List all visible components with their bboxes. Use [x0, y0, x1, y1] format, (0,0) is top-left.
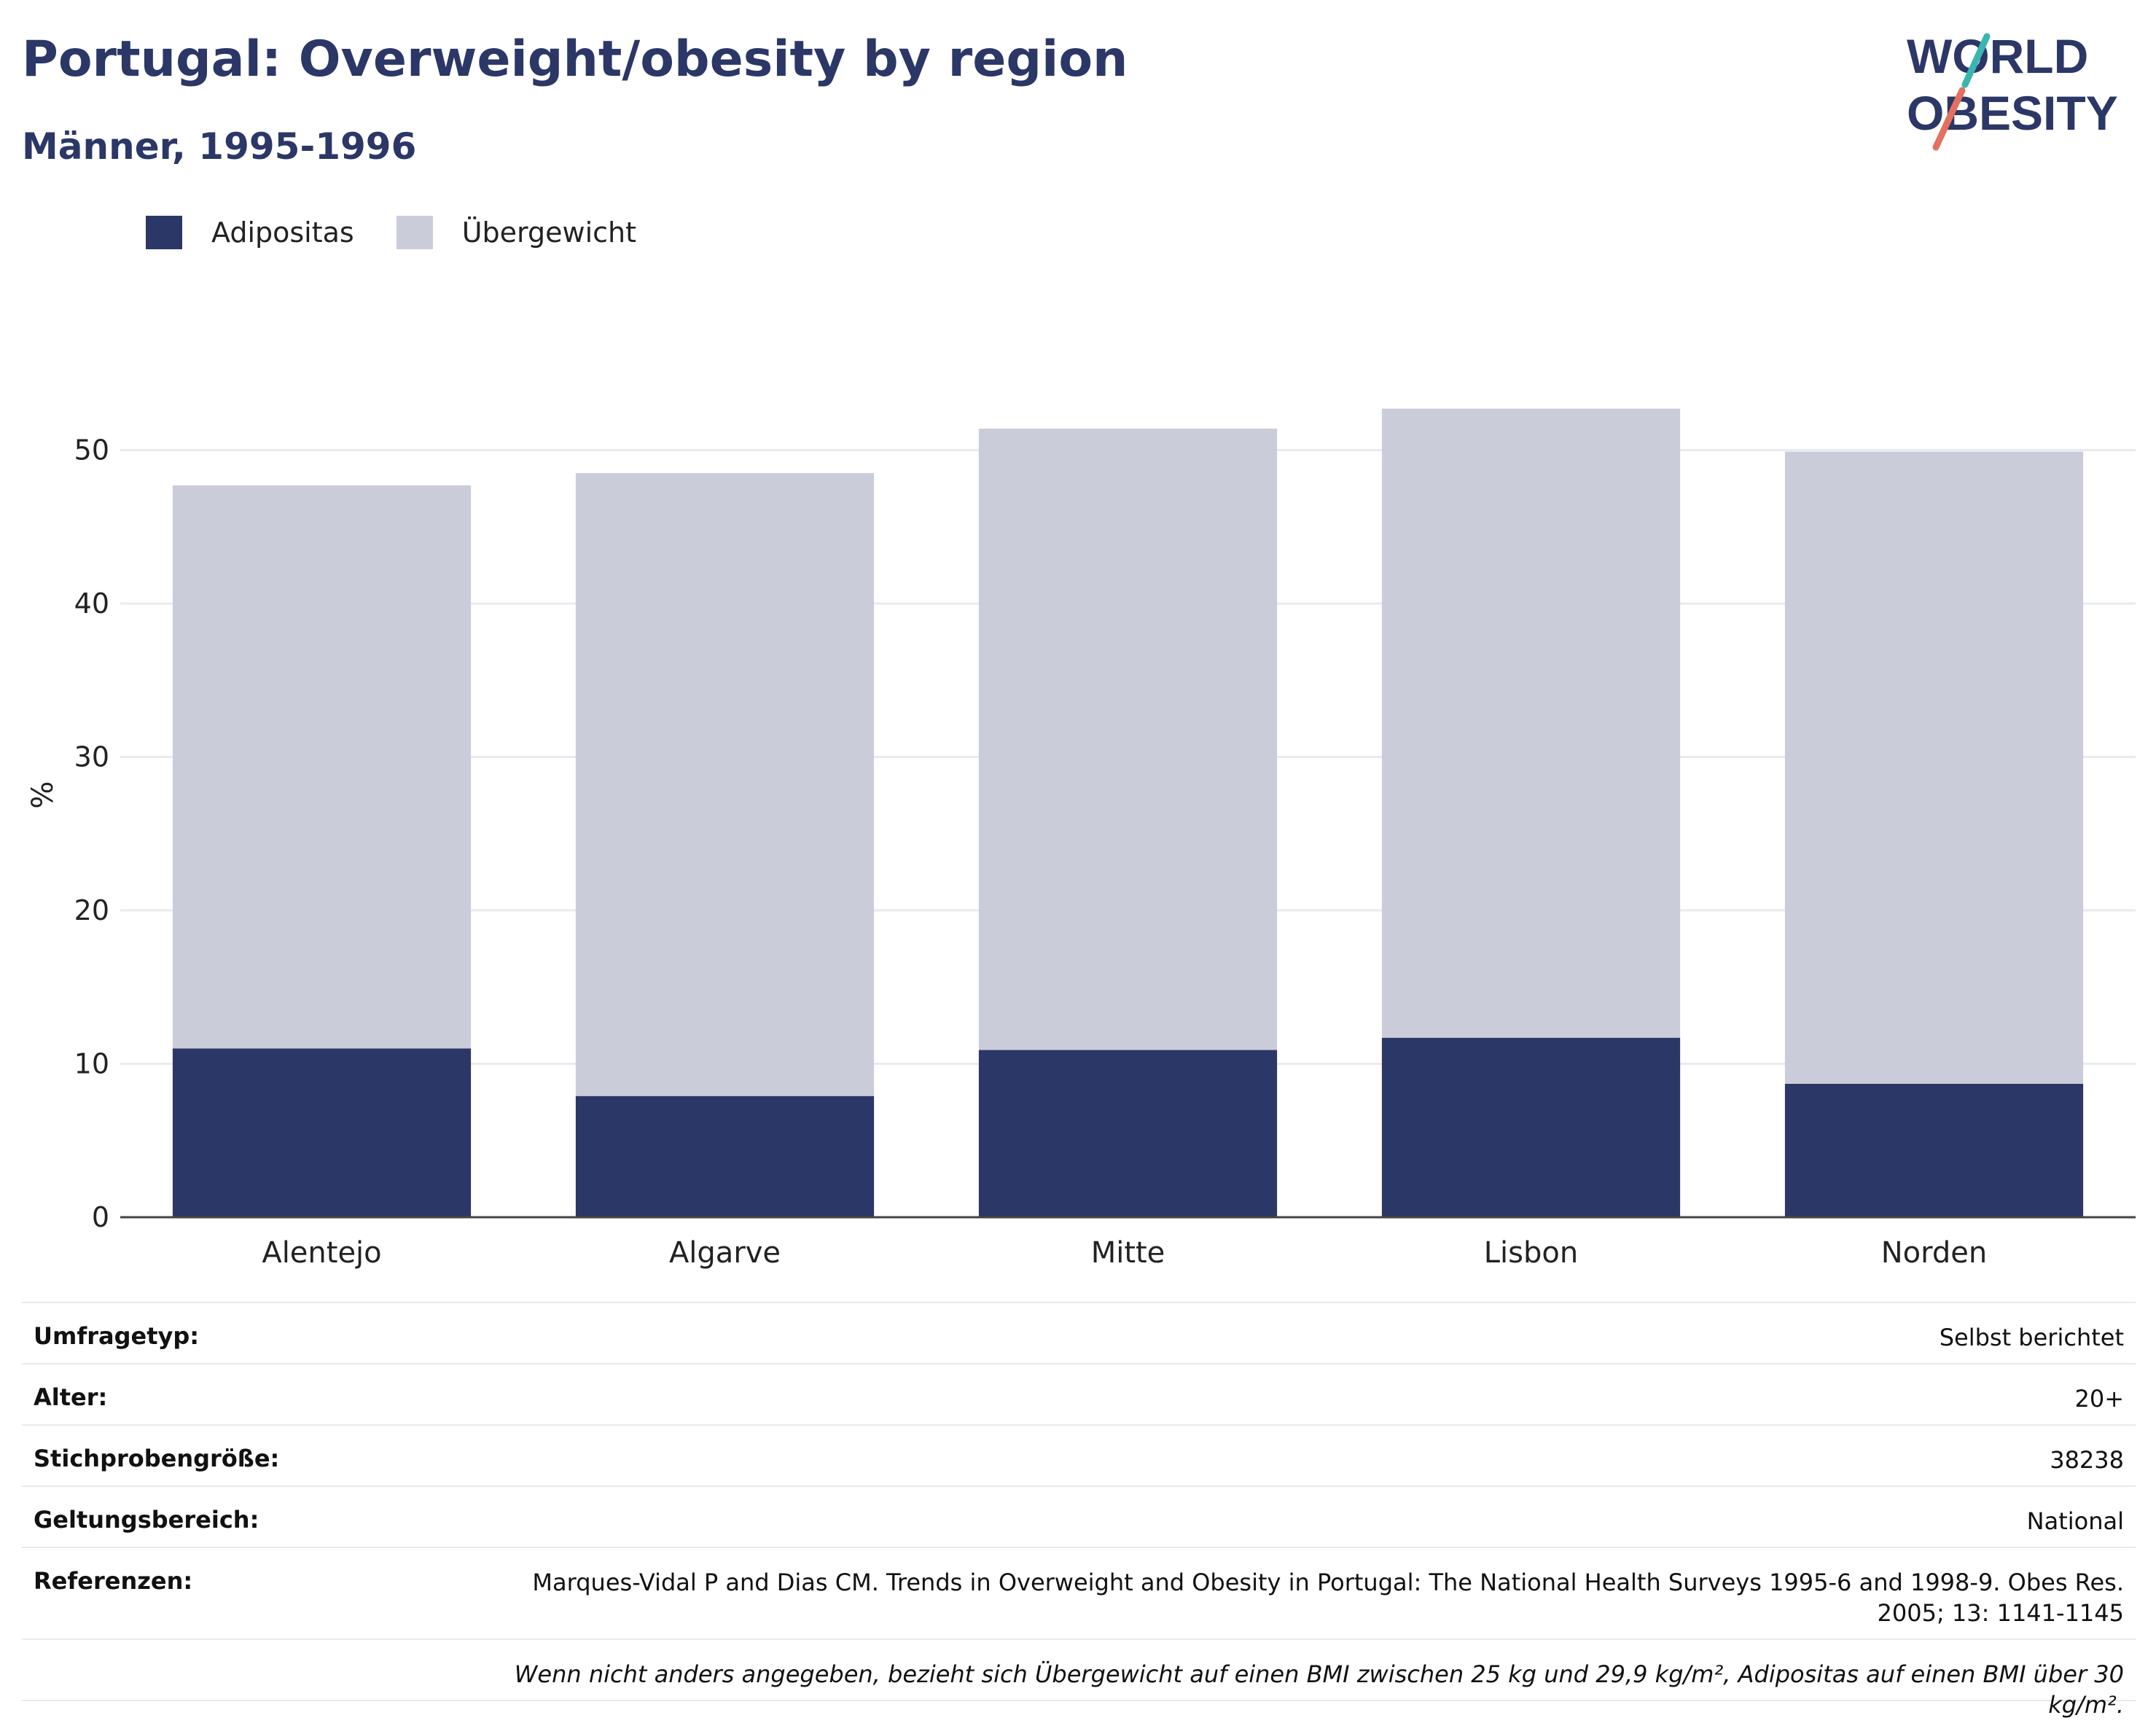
- x-tick-label-lisbon: Lisbon: [1484, 1236, 1578, 1270]
- legend-item-adipositas[interactable]: Adipositas: [146, 216, 354, 249]
- x-tick-label-norden: Norden: [1881, 1236, 1988, 1270]
- bar-norden-adipositas: [1784, 1083, 2084, 1217]
- meta-row-sample-size: Stichprobengröße: 38238: [22, 1424, 2136, 1485]
- y-tick-label-0: 0: [92, 1201, 109, 1233]
- y-tick-label-50: 50: [74, 434, 109, 466]
- legend: Adipositas Übergewicht: [146, 216, 679, 249]
- bar-lisbon-adipositas: [1381, 1037, 1681, 1217]
- legend-swatch-uebergewicht: [396, 216, 433, 249]
- bar-algarve-bergewicht: [575, 473, 875, 1096]
- logo-slash-teal: [1961, 33, 1991, 88]
- meta-key-survey-type: Umfragetyp:: [34, 1322, 200, 1350]
- bar-lisbon-bergewicht: [1381, 408, 1681, 1038]
- meta-key-references: Referenzen:: [34, 1567, 193, 1595]
- x-tick-label-mitte: Mitte: [1091, 1236, 1165, 1270]
- y-tick-label-40: 40: [74, 587, 109, 620]
- x-tick-label-alentejo: Alentejo: [262, 1236, 381, 1270]
- meta-value-scope: National: [2026, 1507, 2124, 1535]
- meta-row-scope: Geltungsbereich: National: [22, 1485, 2136, 1547]
- meta-key-age: Alter:: [34, 1383, 108, 1411]
- legend-label-uebergewicht: Übergewicht: [461, 216, 636, 249]
- meta-key-sample-size: Stichprobengröße:: [34, 1445, 280, 1472]
- meta-value-age: 20+: [2074, 1385, 2124, 1413]
- x-tick-label-algarve: Algarve: [669, 1236, 781, 1270]
- meta-value-references: Marques-Vidal P and Dias CM. Trends in O…: [532, 1569, 2124, 1627]
- y-tick-label-10: 10: [74, 1048, 109, 1080]
- legend-label-adipositas: Adipositas: [211, 216, 354, 249]
- meta-value-sample-size: 38238: [2050, 1446, 2124, 1474]
- chart-subtitle: Männer, 1995-1996: [22, 125, 417, 168]
- y-axis-label: %: [26, 781, 60, 809]
- world-obesity-logo: WORLD OBESITY: [1907, 29, 2118, 151]
- meta-key-scope: Geltungsbereich:: [34, 1506, 259, 1534]
- logo-text-world: WORLD: [1907, 29, 2088, 83]
- meta-row-age: Alter: 20+: [22, 1363, 2136, 1424]
- legend-item-uebergewicht[interactable]: Übergewicht: [396, 216, 636, 249]
- stacked-bar-chart: 0 10 20 30 40 50% Alentejo Algarve Mitte Lisbon No…: [26, 408, 2136, 1270]
- bar-mitte-adipositas: [978, 1050, 1278, 1217]
- meta-row-survey-type: Umfragetyp: Selbst berichtet: [22, 1302, 2136, 1363]
- metadata-table: Umfragetyp: Selbst berichtet Alter: 20+ …: [22, 1302, 2136, 1719]
- meta-value-survey-type: Selbst berichtet: [1939, 1324, 2124, 1351]
- logo-slash-red: [1932, 87, 1966, 151]
- chart-title: Portugal: Overweight/obesity by region: [22, 31, 1128, 88]
- y-tick-label-30: 30: [74, 741, 109, 773]
- bmi-definition-note: Wenn nicht anders angegeben, bezieht sic…: [514, 1660, 2124, 1719]
- y-tick-label-20: 20: [74, 894, 109, 926]
- bar-mitte-bergewicht: [978, 429, 1278, 1050]
- meta-row-note: Wenn nicht anders angegeben, bezieht sic…: [22, 1639, 2136, 1719]
- bar-norden-bergewicht: [1784, 451, 2084, 1084]
- bar-alentejo-adipositas: [172, 1048, 472, 1217]
- legend-swatch-adipositas: [146, 216, 182, 249]
- meta-row-references: Referenzen: Marques-Vidal P and Dias CM.…: [22, 1547, 2136, 1639]
- bar-algarve-adipositas: [575, 1096, 875, 1217]
- bar-alentejo-bergewicht: [172, 485, 472, 1049]
